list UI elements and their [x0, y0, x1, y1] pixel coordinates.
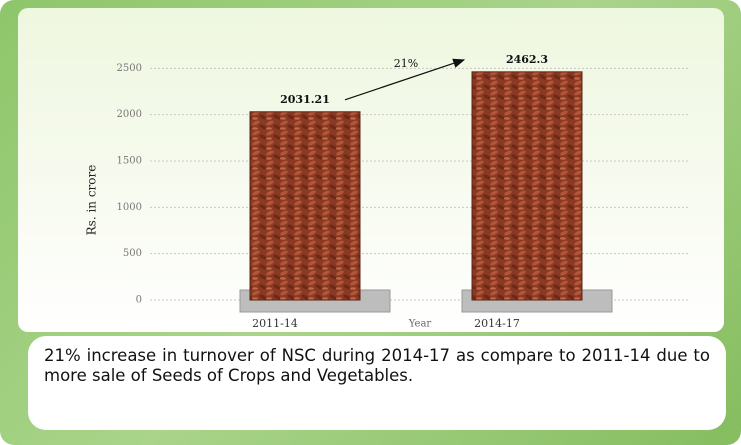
- y-tick-label: 0: [136, 295, 142, 306]
- bar: [471, 71, 583, 301]
- chart: Rs. in crore Year 0 500 1000 1500 2000 2500 20…: [85, 53, 690, 330]
- value-label: 2462.3: [506, 53, 548, 66]
- caption: 21% increase in turnover of NSC during 2…: [28, 336, 726, 430]
- arrow: [344, 58, 466, 101]
- x-axis-label: Year: [408, 319, 432, 330]
- y-tick-label: 500: [123, 248, 142, 259]
- y-tick-label: 2500: [117, 63, 142, 74]
- annotation: 21%: [394, 57, 418, 70]
- y-axis-label: Rs. in crore: [85, 165, 99, 236]
- y-tick-label: 1500: [117, 156, 142, 167]
- y-tick-label: 1000: [117, 202, 142, 213]
- plot-area: [18, 8, 724, 332]
- value-label: 2031.21: [280, 93, 330, 106]
- bar: [249, 111, 361, 301]
- x-tick-label: 2014-17: [474, 317, 520, 330]
- x-tick-label: 2011-14: [252, 317, 298, 330]
- y-tick-label: 2000: [117, 109, 142, 120]
